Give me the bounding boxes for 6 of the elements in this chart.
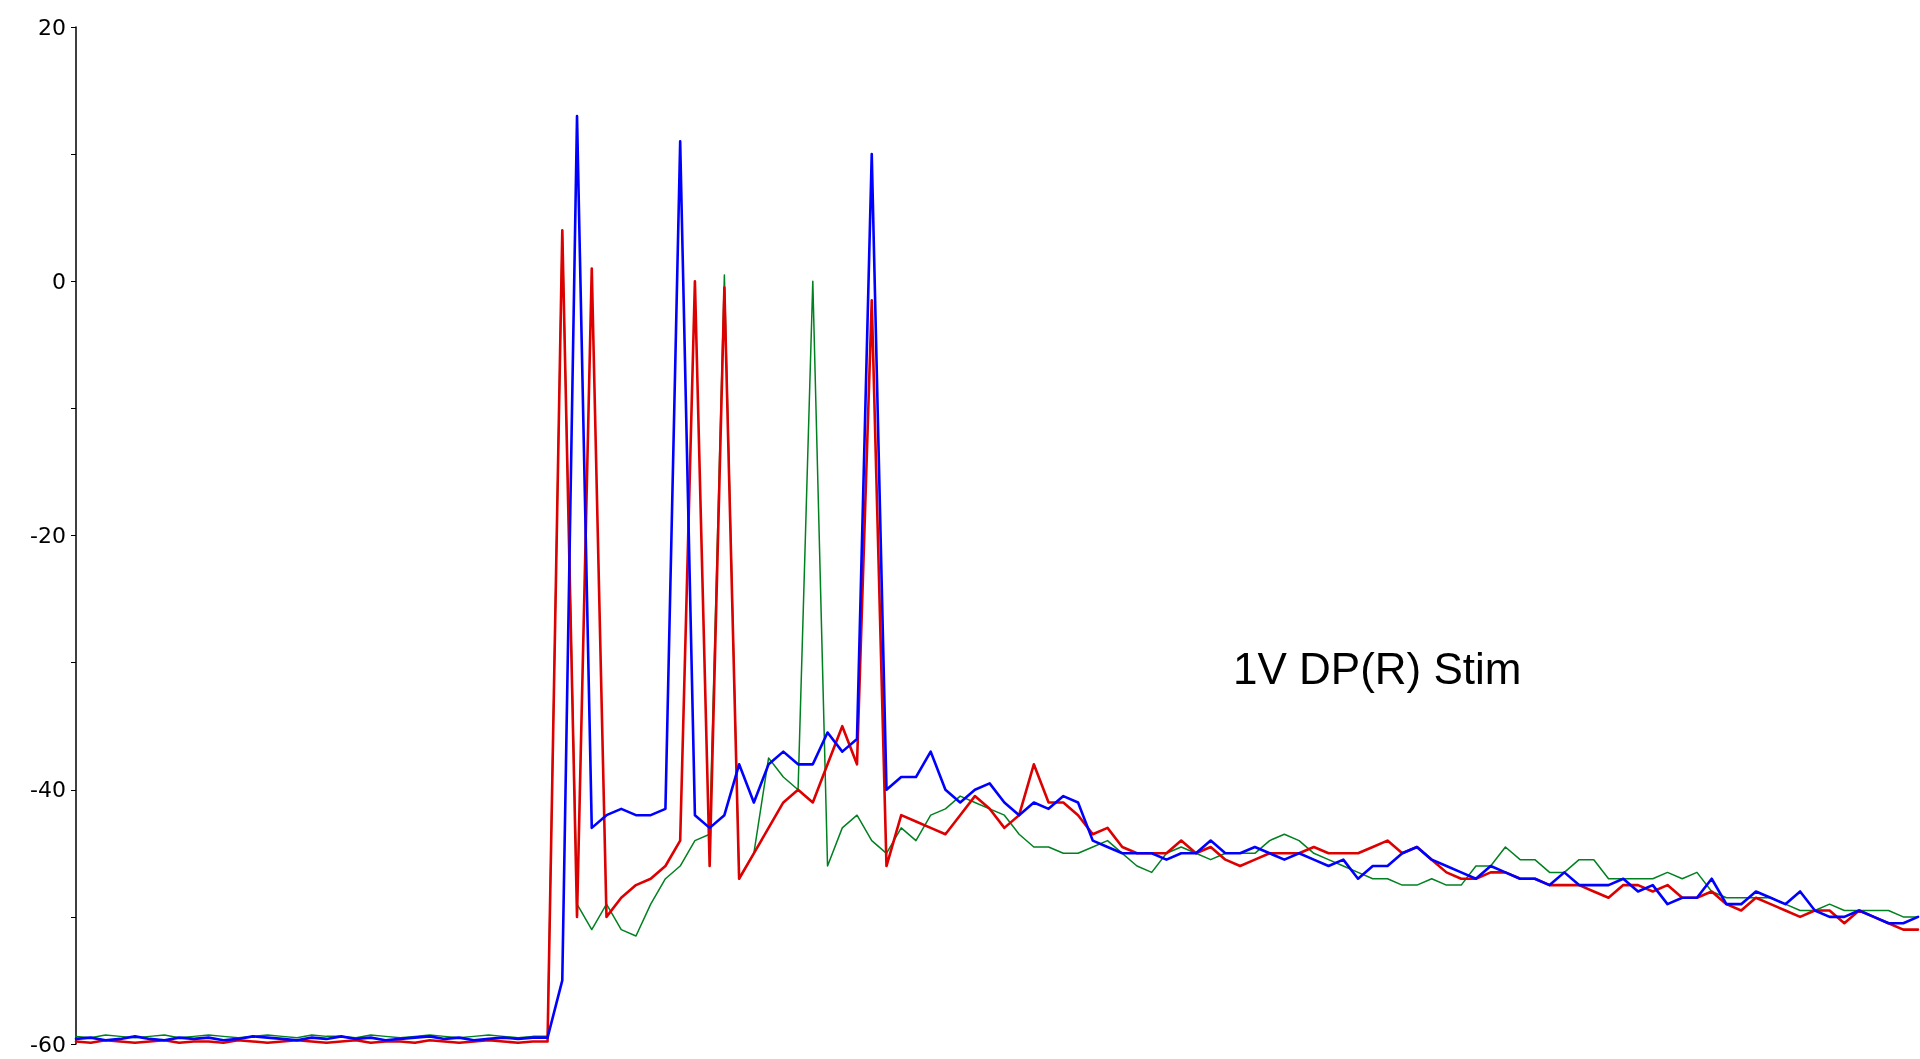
y-tick-label: -60 xyxy=(30,1031,66,1057)
y-tick-label: -40 xyxy=(30,777,66,803)
y-tick-label: 20 xyxy=(38,14,66,40)
y-tick-label: 0 xyxy=(52,268,66,294)
y-tick-label: -20 xyxy=(30,523,66,548)
annotation: 1V DP(R) Stim xyxy=(1233,643,1522,693)
